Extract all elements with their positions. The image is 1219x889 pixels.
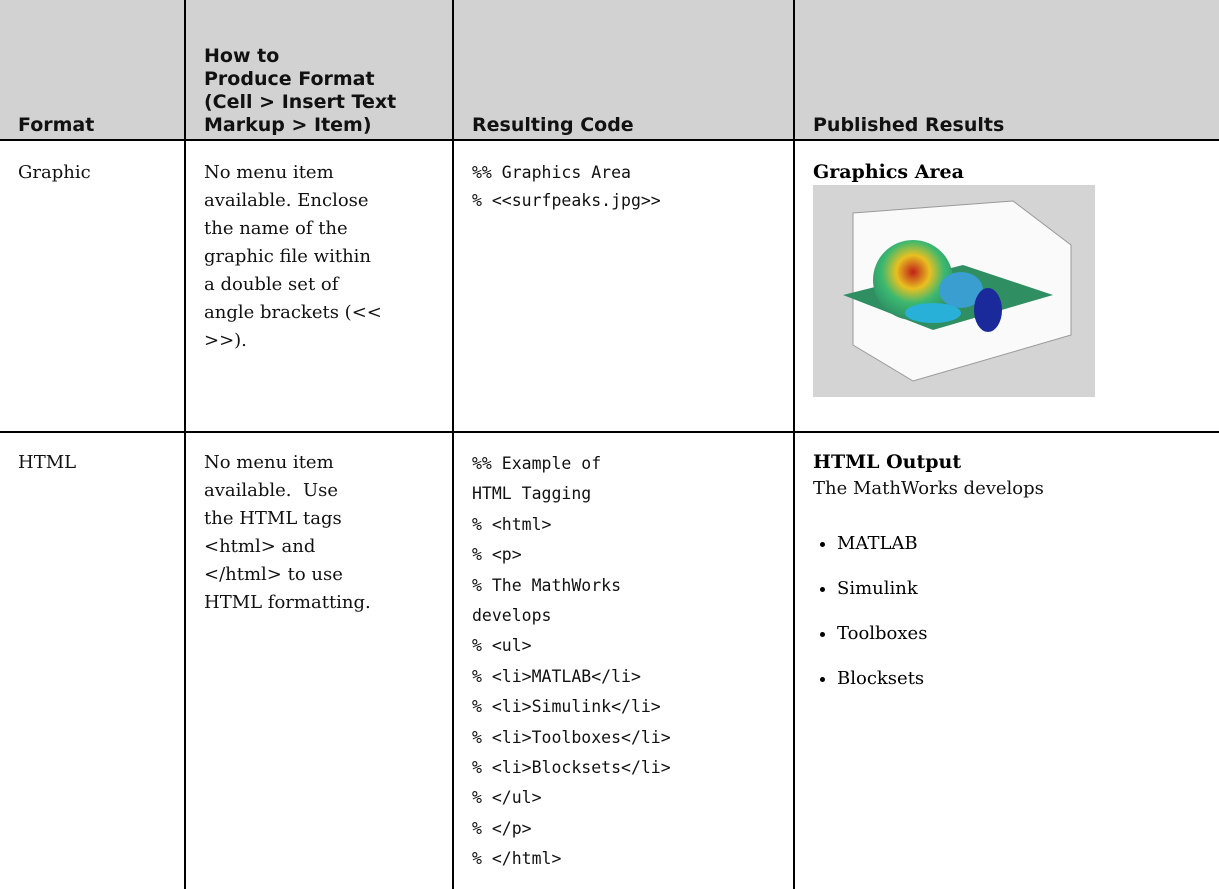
page: Format How to Produce Format (Cell > Inser… bbox=[0, 0, 1219, 870]
text-line: available. Enclose bbox=[204, 190, 369, 211]
text-line: % </html> bbox=[472, 849, 562, 869]
how-cell: No menu item available. Enclose the name o… bbox=[184, 140, 454, 433]
text-line: >>). bbox=[204, 330, 247, 351]
text-line: % <li>Toolboxes</li> bbox=[472, 727, 671, 747]
text-line: % <p> bbox=[472, 545, 522, 565]
text-line: % </p> bbox=[472, 818, 532, 838]
published-cell: HTML Output The MathWorks develops MATLA… bbox=[793, 432, 1219, 889]
published-list: MATLABSimulinkToolboxesBlocksets bbox=[813, 521, 1209, 701]
published-heading: Graphics Area bbox=[813, 161, 964, 183]
published-cell: Graphics Area bbox=[793, 140, 1219, 433]
header-row: Format How to Produce Format (Cell > Inser… bbox=[0, 0, 1219, 141]
table-row: Graphic No menu item available. Enclose th… bbox=[0, 140, 1219, 433]
text-line: Resulting Code bbox=[472, 114, 634, 136]
header-cell: Published Results bbox=[793, 0, 1219, 141]
text-line: % <li>Simulink</li> bbox=[472, 697, 661, 717]
published-text: The MathWorks develops bbox=[813, 478, 1044, 499]
list-item: Blocksets bbox=[837, 656, 1209, 701]
list-item: MATLAB bbox=[837, 521, 1209, 566]
list-item: Toolboxes bbox=[837, 611, 1209, 656]
text-line: Produce Format bbox=[204, 68, 375, 90]
text-line: No menu item bbox=[204, 162, 334, 183]
text-line: No menu item bbox=[204, 452, 334, 473]
text-line: the HTML tags bbox=[204, 508, 342, 529]
text-line: % The MathWorks bbox=[472, 575, 622, 595]
text-line: (Cell > Insert Text bbox=[204, 91, 397, 113]
text-line: available. Use bbox=[204, 480, 339, 501]
text-line: develops bbox=[472, 606, 552, 626]
how-cell: No menu item available. Use the HTML tags <… bbox=[184, 432, 454, 889]
text-line: Format bbox=[18, 114, 95, 136]
text-line: Published Results bbox=[813, 114, 1005, 136]
text-line: %% Example of bbox=[472, 454, 602, 473]
text-line: % <<surfpeaks.jpg>> bbox=[472, 191, 661, 210]
header-cell: How to Produce Format (Cell > Insert Text M… bbox=[184, 0, 454, 141]
header-cell: Format bbox=[0, 0, 186, 141]
text-line: <html> and bbox=[204, 536, 316, 557]
text-line: angle brackets (<< bbox=[204, 302, 382, 323]
text-line: % <li>Blocksets</li> bbox=[472, 758, 671, 778]
text-line: How to bbox=[204, 45, 280, 67]
text-line: graphic file within bbox=[204, 246, 372, 267]
surface-graphic bbox=[813, 185, 1095, 397]
format-cell: HTML bbox=[0, 432, 186, 889]
text-line: a double set of bbox=[204, 274, 339, 295]
text-line: </html> to use bbox=[204, 564, 343, 585]
text-line: % <ul> bbox=[472, 636, 532, 656]
text-line: % <li>MATLAB</li> bbox=[472, 666, 641, 686]
text-line: Markup > Item) bbox=[204, 114, 372, 136]
text-line: HTML Tagging bbox=[472, 484, 592, 504]
code-cell: %% Graphics Area % <<surfpeaks.jpg>> bbox=[452, 140, 795, 433]
text-line: % <html> bbox=[472, 514, 552, 534]
text-line: % </ul> bbox=[472, 788, 542, 808]
format-cell: Graphic bbox=[0, 140, 186, 433]
list-item: Simulink bbox=[837, 566, 1209, 611]
text-line: %% Graphics Area bbox=[472, 163, 631, 182]
code-cell: %% Example of HTML Tagging % <html> % <p> % … bbox=[452, 432, 795, 889]
text-line: HTML formatting. bbox=[204, 592, 371, 613]
text-line: the name of the bbox=[204, 218, 348, 239]
published-heading: HTML Output bbox=[813, 451, 962, 473]
table-row: HTML No menu item available. Use the HTML … bbox=[0, 432, 1219, 889]
header-cell: Resulting Code bbox=[452, 0, 795, 141]
